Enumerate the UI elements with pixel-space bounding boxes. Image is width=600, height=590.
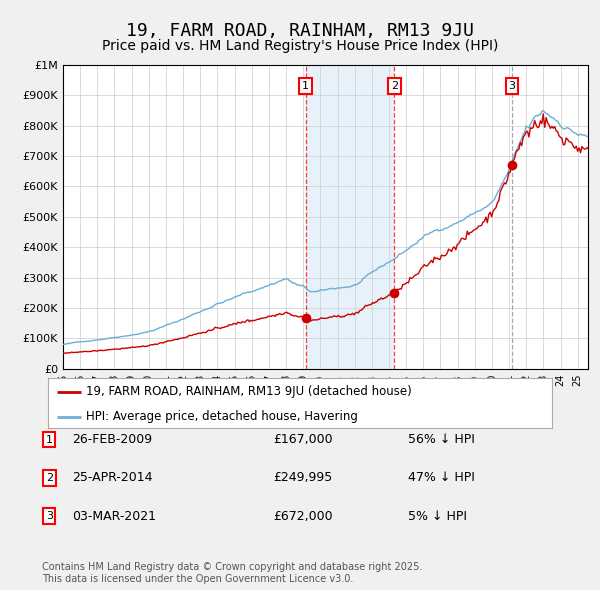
Text: 19, FARM ROAD, RAINHAM, RM13 9JU (detached house): 19, FARM ROAD, RAINHAM, RM13 9JU (detach… bbox=[86, 385, 412, 398]
Text: 25-APR-2014: 25-APR-2014 bbox=[72, 471, 152, 484]
Text: 56% ↓ HPI: 56% ↓ HPI bbox=[408, 433, 475, 446]
Text: 3: 3 bbox=[508, 81, 515, 91]
Text: 26-FEB-2009: 26-FEB-2009 bbox=[72, 433, 152, 446]
Text: 1: 1 bbox=[46, 435, 53, 444]
Text: £249,995: £249,995 bbox=[273, 471, 332, 484]
Text: 5% ↓ HPI: 5% ↓ HPI bbox=[408, 510, 467, 523]
Bar bbox=[306, 65, 394, 369]
Text: 1: 1 bbox=[302, 81, 309, 91]
Text: Contains HM Land Registry data © Crown copyright and database right 2025.
This d: Contains HM Land Registry data © Crown c… bbox=[42, 562, 422, 584]
Text: Price paid vs. HM Land Registry's House Price Index (HPI): Price paid vs. HM Land Registry's House … bbox=[102, 39, 498, 53]
Text: £167,000: £167,000 bbox=[273, 433, 332, 446]
Text: 3: 3 bbox=[46, 512, 53, 521]
Text: 03-MAR-2021: 03-MAR-2021 bbox=[72, 510, 156, 523]
Text: 2: 2 bbox=[46, 473, 53, 483]
Text: HPI: Average price, detached house, Havering: HPI: Average price, detached house, Have… bbox=[86, 410, 358, 423]
Text: 19, FARM ROAD, RAINHAM, RM13 9JU: 19, FARM ROAD, RAINHAM, RM13 9JU bbox=[126, 22, 474, 40]
Text: £672,000: £672,000 bbox=[273, 510, 332, 523]
Text: 47% ↓ HPI: 47% ↓ HPI bbox=[408, 471, 475, 484]
Text: 2: 2 bbox=[391, 81, 398, 91]
